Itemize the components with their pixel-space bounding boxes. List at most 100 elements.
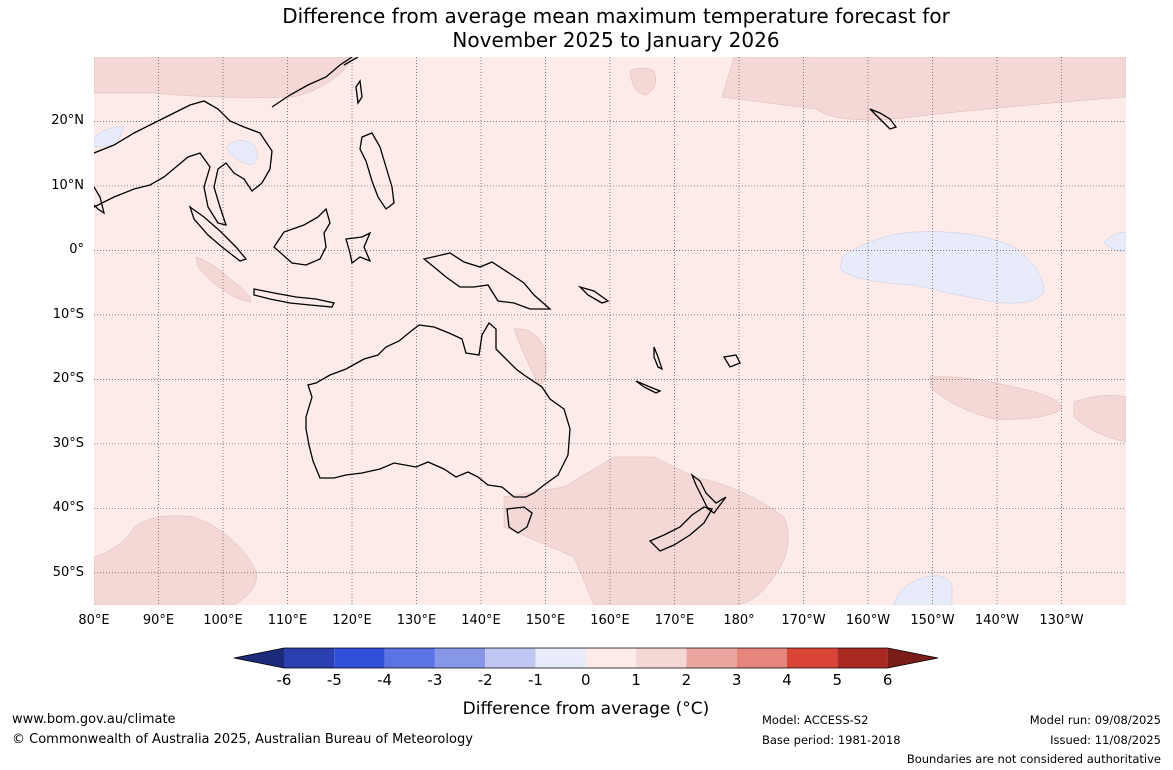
colorbar-segment-9 [686,648,737,668]
lat-label-40s: 40°S [52,500,84,516]
hawaii-islands [869,108,898,130]
lat-label-30s: 30°S [52,435,84,451]
colorbar-tick: 5 [832,671,843,689]
cool-anomaly-patches [94,126,1126,605]
lon-label-120e: 120°E [332,613,372,628]
warm-patch-south-pacific [929,376,1063,420]
colorbar-segment-1 [284,648,335,668]
lon-label-110e: 110°E [267,613,308,628]
colorbar [233,647,939,669]
philippines-coastline [359,132,395,210]
new-guinea-coastline [422,252,552,310]
new-zealand-north-island [690,473,727,514]
colorbar-segment-6 [535,648,586,668]
lon-label-170e: 170°E [654,613,695,628]
java-coastline [253,288,335,308]
colorbar-tick: -2 [477,671,493,689]
new-caledonia [635,380,662,394]
colorbar-segment-2 [334,648,385,668]
colorbar-high-extension [887,648,938,668]
cool-patch-equatorial-pacific [839,231,1045,304]
taiwan-coastline [355,79,363,105]
colorbar-tick: -1 [528,671,543,689]
lon-label-90e: 90°E [142,613,175,628]
colorbar-tick: -4 [377,671,393,689]
website-link[interactable]: www.bom.gov.au/climate [12,712,176,727]
issued-date: Issued: 11/08/2025 [1050,733,1161,747]
solomon-islands [577,285,610,304]
colorbar-tick: -3 [427,671,443,689]
model-name: Model: ACCESS-S2 [762,713,869,727]
lon-label-140e: 140°E [461,613,501,628]
warm-anomaly-patches [94,57,1126,605]
new-zealand-south-island [648,506,713,552]
china-coastline [271,57,353,108]
lat-label-50s: 50°S [52,564,84,580]
cool-patch-indochina [225,140,258,166]
lon-label-130w: 130°W [1039,613,1084,628]
warm-patch-south-west [94,515,257,605]
colorbar-tick: 1 [631,671,641,689]
colorbar-tick: 6 [882,671,893,689]
lat-label-equator: 0° [69,242,84,258]
colorbar-segment-11 [787,648,838,668]
warm-patch-coral-sea [513,328,547,388]
lon-label-100e: 100°E [203,613,243,628]
chart-title: Difference from average mean maximum tem… [0,4,1173,52]
sulawesi-coastline [345,231,372,265]
lat-label-10n: 10°N [51,177,84,193]
colorbar-tick: 0 [581,671,591,689]
lon-label-160w: 160°W [845,613,891,628]
colorbar-segment-7 [585,648,637,668]
colorbar-tick: 2 [681,671,692,689]
model-run-date: Model run: 09/08/2025 [1029,713,1161,727]
colorbar-segment-10 [736,648,787,668]
lon-label-150w: 150°W [910,613,955,628]
copyright-text: © Commonwealth of Australia 2025, Austra… [12,732,473,747]
borneo-coastline [273,207,331,266]
warm-patch-far-east [1073,395,1126,443]
tasmania-coastline [506,506,533,534]
boundaries-disclaimer: Boundaries are not considered authoritat… [906,752,1161,766]
lat-label-10s: 10°S [52,306,84,322]
title-line-2: November 2025 to January 2026 [452,28,780,52]
lon-label-160e: 160°E [590,613,630,628]
lon-label-140w: 140°W [974,613,1020,628]
vanuatu-islands [653,346,664,371]
colorbar-tick: -6 [276,671,292,689]
colorbar-label: Difference from average (°C) [462,699,710,719]
australia-coastline [305,321,571,498]
warm-patch-micronesia [629,67,656,96]
title-line-1: Difference from average mean maximum tem… [282,4,950,28]
sumatra-coastline [188,205,248,262]
colorbar-tick: -5 [326,671,342,689]
coastlines [94,57,898,552]
southeast-asia-coastline [94,100,273,226]
gridlines [94,57,1126,605]
india-coastline [94,186,106,215]
colorbar-outline [233,647,939,669]
warm-patch-asia [94,57,355,98]
colorbar-low-extension [234,648,284,668]
colorbar-tick: 4 [782,671,792,689]
lat-label-20n: 20°N [51,113,84,129]
lon-label-130e: 130°E [396,613,437,628]
cool-patch-west [94,126,125,148]
colorbar-segment-12 [837,648,888,668]
lon-label-170w: 170°W [781,613,826,628]
colorbar-segment-4 [434,648,486,668]
warm-patch-tasman [503,456,789,605]
colorbar-segment-3 [384,648,435,668]
lat-label-20s: 20°S [52,371,84,387]
lon-label-80e: 80°E [78,613,110,628]
lon-label-150e: 150°E [525,613,566,628]
forecast-map [94,57,1126,605]
warm-patch-north-pacific [721,57,1126,121]
japan-coastline [343,57,359,66]
base-period: Base period: 1981-2018 [762,733,901,747]
lon-label-180: 180° [723,613,755,628]
cool-patch-south-east [893,574,953,605]
colorbar-segment-5 [485,648,536,668]
colorbar-tick: 3 [731,671,742,689]
colorbar-segment-8 [636,648,687,668]
